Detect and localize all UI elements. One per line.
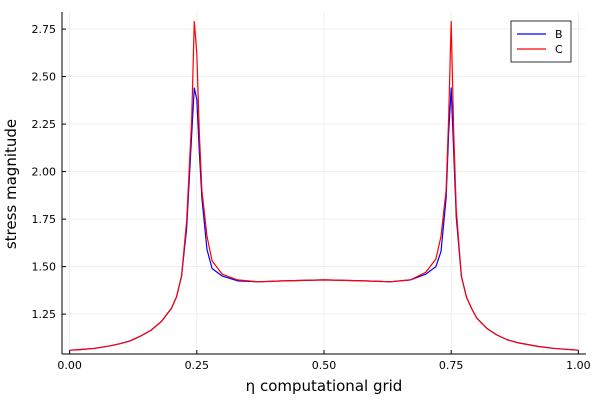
y-tick-label: 2.00 [32,166,57,179]
axes: 0.00 0.25 0.50 0.75 1.00 1.25 1.50 1.75 2.00 2.25… [32,12,591,372]
legend-label-c: C [555,43,563,56]
y-tick-label: 2.50 [32,71,57,84]
y-tick-label: 1.75 [32,213,57,226]
legend-box [510,20,572,63]
series-line-c [69,20,579,351]
x-tick-label: 0.75 [439,359,464,372]
x-tick-label: 0.25 [185,359,210,372]
legend-label-b: B [555,28,563,41]
x-tick-label: 1.00 [566,359,591,372]
legend: BC [510,20,572,63]
x-tick-label: 0.00 [57,359,82,372]
y-tick-label: 1.50 [32,261,57,274]
y-tick-label: 2.75 [32,23,57,36]
y-tick-label: 1.25 [32,308,57,321]
series-lines [69,20,579,351]
y-tick-label: 2.25 [32,118,57,131]
x-tick-label: 0.50 [312,359,337,372]
x-axis-label: η computational grid [246,377,403,395]
y-axis-label: stress magnitude [2,119,20,249]
grid [62,12,586,354]
